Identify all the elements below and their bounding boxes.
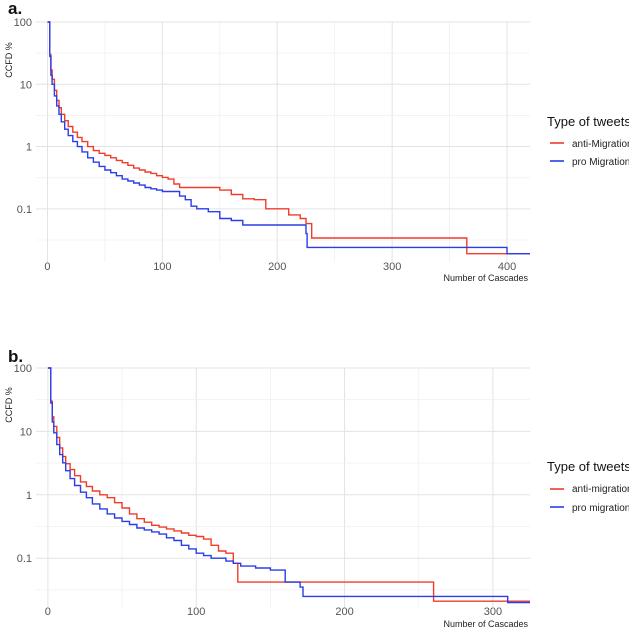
- panel-a-legend-title: Type of tweets: [547, 114, 629, 129]
- series-line-pro-migration: [47, 21, 530, 255]
- panel-a-y-axis-label: CCFD %: [4, 42, 14, 78]
- y-tick-label: 10: [20, 426, 32, 438]
- panel-b-series: [47, 367, 530, 604]
- panel-b-legend: Type of tweets anti-migration pro migrat…: [547, 459, 629, 514]
- y-tick-label: 100: [14, 17, 32, 29]
- series-line-anti-migration: [47, 367, 530, 602]
- x-tick-label: 100: [187, 606, 205, 618]
- panel-a-label: a.: [8, 0, 22, 18]
- x-tick-label: 300: [484, 606, 502, 618]
- panel-b-y-ticks: 100 10 1 0.1: [14, 363, 32, 565]
- panel-b-label: b.: [8, 347, 23, 366]
- panel-b-legend-item-anti: anti-migration: [572, 484, 629, 495]
- panel-a-x-ticks: 0 100 200 300 400: [44, 261, 516, 273]
- panel-a-legend-item-anti: anti-Migration: [572, 139, 629, 150]
- x-tick-label: 0: [44, 261, 50, 273]
- y-tick-label: 0.1: [17, 553, 32, 565]
- panel-a-legend: Type of tweets anti-Migration pro Migrat…: [547, 114, 629, 168]
- y-tick-label: 100: [14, 363, 32, 375]
- panel-a-legend-item-pro: pro Migration: [572, 157, 629, 168]
- y-tick-label: 0.1: [17, 204, 32, 216]
- x-tick-label: 200: [335, 606, 353, 618]
- panel-b-x-axis-label: Number of Cascades: [443, 619, 528, 629]
- panel-b-legend-item-pro: pro migration: [572, 503, 629, 514]
- panel-a: a. CCFD % 100 10 1 0.1 0 100 200 300 400 Number…: [4, 0, 629, 283]
- series-line-pro-migration: [47, 367, 530, 604]
- series-line-anti-migration: [47, 21, 530, 255]
- y-tick-label: 10: [20, 79, 32, 91]
- x-tick-label: 100: [153, 261, 171, 273]
- panel-b-x-ticks: 0 100 200 300: [45, 606, 502, 618]
- x-tick-label: 400: [498, 261, 516, 273]
- y-tick-label: 1: [26, 142, 32, 154]
- panel-b-legend-title: Type of tweets: [547, 459, 629, 474]
- panel-b-y-axis-label: CCFD %: [4, 387, 14, 423]
- panel-a-series: [47, 21, 530, 255]
- x-tick-label: 200: [268, 261, 286, 273]
- panel-b-gridlines: [36, 367, 530, 607]
- panel-b: b. CCFD % 100 10 1 0.1 0 100 200 300 Number of…: [4, 347, 629, 629]
- x-tick-label: 300: [383, 261, 401, 273]
- y-tick-label: 1: [26, 490, 32, 502]
- panel-a-gridlines: [36, 21, 530, 262]
- panel-a-y-ticks: 100 10 1 0.1: [14, 17, 32, 216]
- x-tick-label: 0: [45, 606, 51, 618]
- panel-a-x-axis-label: Number of Cascades: [443, 273, 528, 283]
